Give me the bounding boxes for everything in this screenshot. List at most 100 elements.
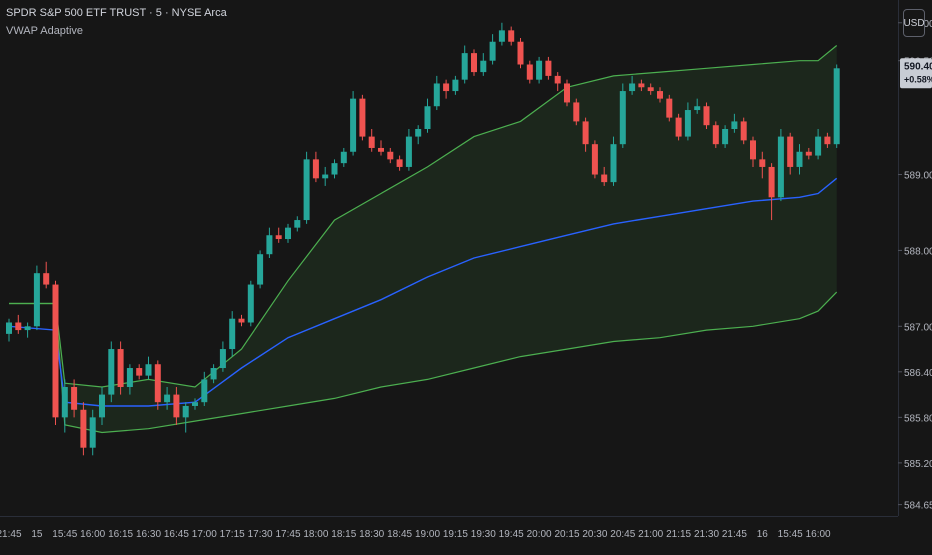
candle-body [443, 83, 450, 92]
candle [517, 37, 524, 69]
time-tick-label: 16:00 [806, 529, 831, 540]
candle-body [322, 174, 329, 179]
time-tick-label: 21:45 [0, 529, 22, 540]
candle-body [312, 159, 319, 179]
candle [489, 34, 496, 65]
candle-body [666, 98, 673, 118]
time-tick-label: 16:00 [80, 529, 105, 540]
time-tick-label: 20:15 [554, 529, 579, 540]
indicator-title[interactable]: VWAP Adaptive [6, 25, 84, 37]
candle [275, 227, 282, 243]
candle [675, 113, 682, 141]
candle [182, 402, 189, 433]
candle [219, 341, 226, 372]
candle [201, 371, 208, 406]
time-tick-label: 18:45 [387, 529, 412, 540]
candle [536, 56, 543, 84]
price-tick-label: 586.40 [904, 368, 932, 379]
time-tick-label: 15:45 [778, 529, 803, 540]
candle [703, 102, 710, 129]
candle-body [554, 75, 561, 84]
candle [759, 151, 766, 179]
candle-body [601, 174, 608, 183]
time-tick-label: 21:30 [694, 529, 719, 540]
candle-body [80, 409, 87, 448]
candle-body [415, 129, 422, 137]
candle [285, 223, 291, 243]
candle [229, 311, 236, 357]
candle [740, 117, 747, 145]
time-tick-label: 17:15 [220, 529, 245, 540]
candle [433, 75, 440, 111]
candle [331, 159, 338, 179]
candle-body [108, 349, 115, 395]
candle-body [229, 318, 236, 350]
candle-body [508, 30, 515, 42]
candle [61, 379, 68, 433]
candle-body [805, 151, 812, 156]
candle-body [238, 318, 245, 323]
candle-body [285, 227, 291, 240]
lower-band-line [9, 291, 838, 434]
chart-header: SPDR S&P 500 ETF TRUST · 5 · NYSE Arca V… [6, 6, 227, 38]
candle-body [266, 235, 273, 255]
symbol-title[interactable]: SPDR S&P 500 ETF TRUST · 5 · NYSE Arca [6, 7, 227, 19]
candle [508, 26, 515, 46]
candle-body [610, 144, 617, 183]
time-tick-label: 16:45 [164, 529, 189, 540]
candle [154, 360, 161, 410]
candle-body [833, 68, 840, 145]
candle-body [787, 136, 794, 167]
candle-body [6, 322, 12, 334]
candle-body [694, 106, 701, 111]
candle [591, 140, 598, 179]
candle [52, 280, 59, 425]
candle-body [405, 136, 412, 167]
candle [33, 265, 40, 331]
candle-body [350, 98, 357, 152]
candle-body [759, 159, 766, 167]
candle-body [750, 140, 756, 160]
candle-body [498, 30, 505, 42]
candle-body [517, 41, 524, 65]
candle [6, 318, 12, 342]
candle [824, 132, 831, 148]
candle [582, 117, 589, 152]
candle [796, 144, 803, 175]
currency-button[interactable]: USD [903, 9, 925, 37]
time-tick-label: 21:45 [722, 529, 747, 540]
time-tick-label: 19:30 [471, 529, 496, 540]
candle-body [433, 83, 440, 107]
candle-body [471, 53, 477, 73]
candle-body [192, 402, 198, 406]
candle-body [703, 106, 710, 126]
candle [126, 364, 133, 395]
candle [350, 91, 357, 156]
candle-body [582, 121, 589, 145]
candle-body [731, 121, 738, 129]
candle-body [815, 136, 822, 156]
candle [405, 129, 412, 171]
time-tick-label: 19:45 [499, 529, 524, 540]
candle-body [657, 91, 663, 99]
candle-body [740, 121, 747, 141]
candle [303, 151, 310, 224]
time-tick-label: 21:00 [638, 529, 663, 540]
price-tick-label: 584.65 [904, 501, 932, 512]
candle-body [210, 368, 217, 380]
candle [387, 147, 394, 164]
candle-body [24, 326, 31, 331]
candle-body [99, 394, 105, 418]
candle [573, 98, 580, 126]
candle [647, 83, 654, 95]
candle [80, 402, 87, 456]
candle-body [368, 136, 375, 148]
time-tick-label: 16 [757, 529, 769, 540]
candle-body [619, 91, 626, 145]
candle [238, 314, 245, 327]
candle-body [275, 235, 282, 240]
candle-body [247, 284, 254, 323]
candle-body [489, 41, 496, 61]
